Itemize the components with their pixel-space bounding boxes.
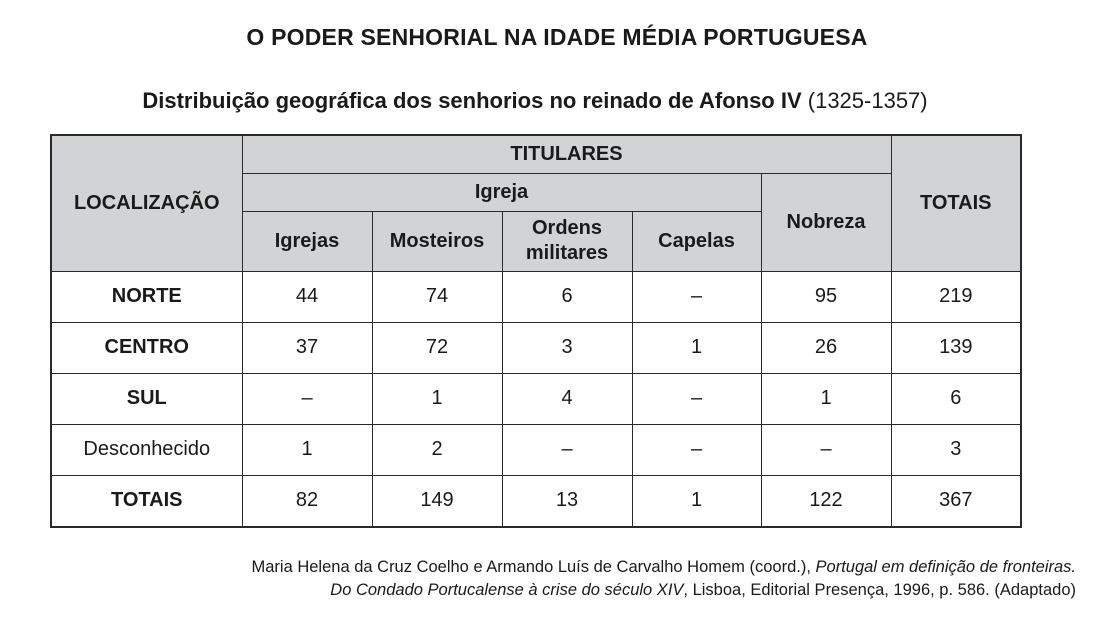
subtitle-date-range: (1325-1357) [801, 88, 928, 113]
cell-nobreza: 1 [760, 372, 892, 425]
cell-ordens: 3 [501, 321, 633, 374]
source-citation: Maria Helena da Cruz Coelho e Armando Lu… [252, 556, 1077, 602]
header-capelas: Capelas [631, 210, 762, 272]
row-label: SUL [50, 372, 243, 425]
header-igreja: Igreja [241, 172, 762, 212]
citation-authors: Maria Helena da Cruz Coelho e Armando Lu… [251, 558, 816, 576]
table-subtitle: Distribuição geográfica dos senhorios no… [0, 88, 1070, 114]
subtitle-main: Distribuição geográfica dos senhorios no… [142, 88, 802, 113]
cell-capelas: 1 [631, 321, 762, 374]
cell-ordens: 6 [501, 270, 633, 323]
table-row: CENTRO 37 72 3 1 26 139 [50, 321, 1022, 374]
cell-igrejas: – [241, 372, 373, 425]
page-title: O PODER SENHORIAL NA IDADE MÉDIA PORTUGU… [246, 24, 868, 50]
cell-igrejas: 82 [241, 474, 373, 527]
table-row: SUL –1 4–1 6 [50, 372, 1022, 425]
cell-mosteiros: 72 [371, 321, 503, 374]
row-label: Desconhecido [50, 423, 243, 476]
header-mosteiros: Mosteiros [371, 210, 503, 272]
cell-mosteiros: 2 [371, 423, 503, 476]
cell-mosteiros: 1 [371, 372, 503, 425]
cell-nobreza: 95 [760, 270, 892, 323]
cell-ordens: 13 [501, 474, 633, 527]
cell-nobreza: – [760, 423, 892, 476]
row-label: NORTE [50, 270, 243, 323]
table-body: NORTE 44 74 6–95 219 CENTRO 37 72 3 1 26 139 SUL –1 4–… [50, 270, 1022, 527]
cell-igrejas: 44 [241, 270, 373, 323]
citation-line-2: Do Condado Portucalense à crise do sécul… [252, 579, 1076, 602]
header-localizacao: LOCALIZAÇÃO [50, 134, 243, 272]
cell-nobreza: 26 [760, 321, 892, 374]
cell-capelas: 1 [631, 474, 762, 527]
row-label: TOTAIS [50, 474, 243, 527]
cell-ordens: – [501, 423, 633, 476]
cell-igrejas: 1 [241, 423, 373, 476]
cell-totais: 6 [890, 372, 1022, 425]
table-row: Desconhecido 1 2– – –3 [50, 423, 1022, 476]
header-ordens-militares: Ordens militares [501, 210, 633, 272]
citation-title-part1: Portugal em definição de fronteiras. [815, 558, 1076, 576]
cell-nobreza: 122 [760, 474, 892, 527]
cell-mosteiros: 74 [371, 270, 503, 323]
header-igrejas: Igrejas [241, 210, 373, 272]
cell-mosteiros: 149 [371, 474, 503, 527]
cell-totais: 219 [890, 270, 1022, 323]
senhorios-table: LOCALIZAÇÃO TITULARES TOTAIS Igreja Nobr… [50, 134, 1023, 528]
citation-publisher: , Lisboa, Editorial Presença, 1996, p. 5… [683, 581, 1076, 599]
cell-capelas: – [631, 423, 762, 476]
cell-ordens: 4 [501, 372, 633, 425]
table-row: TOTAIS 82 149 13 1 122 367 [50, 474, 1022, 527]
cell-totais: 367 [890, 474, 1022, 527]
cell-totais: 3 [890, 423, 1022, 476]
header-titulares: TITULARES [241, 134, 892, 174]
header-totais: TOTAIS [890, 134, 1022, 272]
header-ordens-militares-label: Ordens militares [525, 217, 609, 264]
header-nobreza: Nobreza [760, 172, 892, 272]
citation-line-1: Maria Helena da Cruz Coelho e Armando Lu… [252, 556, 1077, 579]
citation-title-part2: Do Condado Portucalense à crise do sécul… [330, 581, 684, 599]
cell-capelas: – [631, 270, 762, 323]
cell-totais: 139 [890, 321, 1022, 374]
table-row: NORTE 44 74 6–95 219 [50, 270, 1022, 323]
row-label: CENTRO [50, 321, 243, 374]
cell-igrejas: 37 [241, 321, 373, 374]
cell-capelas: – [631, 372, 762, 425]
